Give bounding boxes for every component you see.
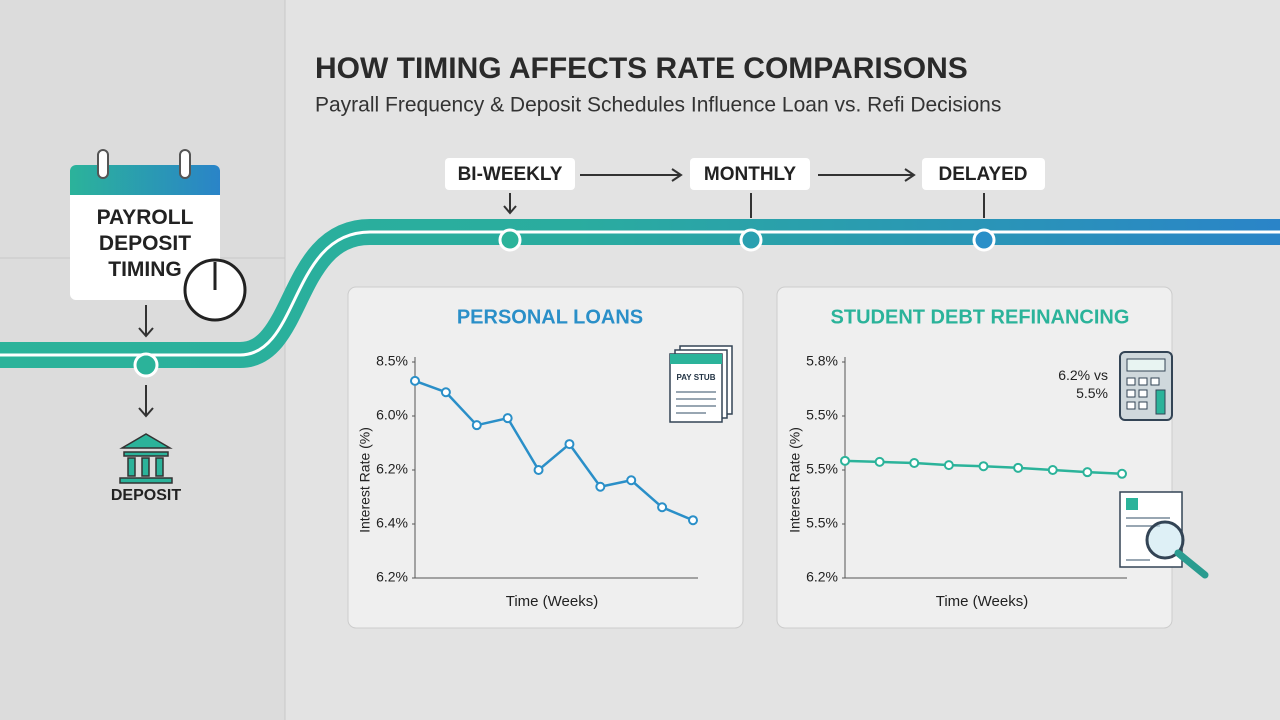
data-point <box>1047 465 1058 475</box>
data-point <box>440 387 451 398</box>
data-point <box>471 420 482 431</box>
data-point <box>564 439 575 450</box>
chart-panel <box>776 286 1173 629</box>
data-point <box>909 457 920 468</box>
data-point <box>1082 467 1093 478</box>
data-point <box>874 456 885 467</box>
node <box>972 228 996 252</box>
stage-box <box>690 158 810 190</box>
chart-title: STUDENT DEBT REFINANCING <box>831 306 1130 328</box>
y-tick-label: 6.0% <box>376 407 408 423</box>
y-tick-label: 6.2% <box>376 569 408 585</box>
data-point <box>533 465 544 475</box>
data-point <box>840 455 850 466</box>
data-point <box>943 460 954 471</box>
y-axis-label: Interest Rate (%) <box>357 427 373 533</box>
stage-box <box>445 158 575 190</box>
data-point <box>595 481 606 492</box>
data-point <box>657 502 668 513</box>
data-point <box>1013 462 1024 473</box>
data-point <box>1117 468 1127 479</box>
stages: BI-WEEKLY MONTHLY DELAYED <box>445 158 1045 252</box>
y-tick-label: 5.5% <box>806 461 838 477</box>
stage-label: MONTHLY <box>704 164 797 185</box>
data-point <box>626 475 637 486</box>
x-axis-label: Time (Weeks) <box>506 593 599 610</box>
ring <box>179 149 191 179</box>
chart-title: PERSONAL LOANS <box>457 306 643 328</box>
data-point <box>502 413 513 424</box>
chart-panel <box>347 286 744 629</box>
data-point <box>978 461 989 472</box>
data-point <box>688 515 698 526</box>
node <box>133 352 159 378</box>
node <box>498 228 522 252</box>
deposit-label: DEPOSIT <box>111 487 181 504</box>
timeline-line <box>0 230 1280 357</box>
y-tick-label: 5.8% <box>806 353 838 369</box>
y-axis-label: Interest Rate (%) <box>787 427 803 533</box>
data-line <box>414 379 694 522</box>
y-tick-label: 6.2% <box>806 569 838 585</box>
y-tick-label: 6.4% <box>376 515 408 531</box>
title: HOW TIMING AFFECTS RATE COMPARISONS <box>315 52 968 85</box>
data-point <box>410 375 420 386</box>
ring <box>97 149 109 179</box>
y-tick-label: 5.5% <box>806 407 838 423</box>
arrows <box>138 305 154 418</box>
subtitle: Payrall Frequency & Deposit Schedules In… <box>315 94 1001 117</box>
bank-icon <box>119 433 173 484</box>
stage-box <box>922 158 1045 190</box>
stage-arrows <box>503 168 985 218</box>
y-tick-label: 5.5% <box>806 515 838 531</box>
icon-label: PAY STUB <box>677 373 716 382</box>
pay-stub-icon <box>669 345 733 423</box>
stage-label: DELAYED <box>938 164 1027 185</box>
agreement-icon <box>1119 491 1209 579</box>
node <box>739 228 763 252</box>
stage-label: BI-WEEKLY <box>458 164 563 185</box>
calendar-top <box>70 165 220 195</box>
y-tick-label: 8.5% <box>376 353 408 369</box>
y-tick-label: 6.2% <box>376 461 408 477</box>
calculator-icon <box>1119 351 1173 421</box>
x-axis-label: Time (Weeks) <box>936 593 1029 610</box>
calendar <box>70 165 220 300</box>
annotation: 6.2% vs 5.5% <box>1058 367 1108 401</box>
payroll-label: PAYROLL DEPOSIT TIMING <box>96 206 194 281</box>
